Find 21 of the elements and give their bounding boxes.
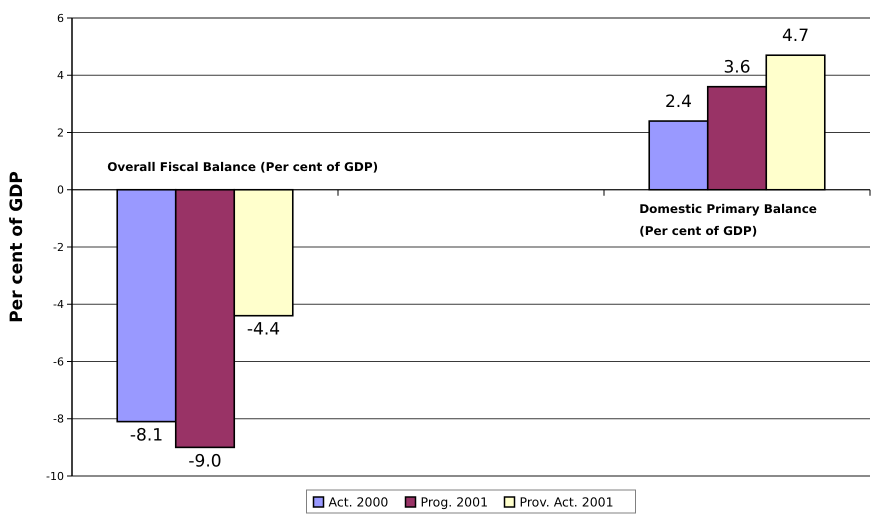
y-tick-label: 2: [57, 126, 64, 140]
legend-label: Prog. 2001: [420, 494, 488, 510]
legend-label: Act. 2000: [328, 494, 388, 510]
y-tick-label: 6: [57, 12, 64, 25]
data-label: -9.0: [188, 451, 222, 472]
data-label: -8.1: [130, 426, 164, 446]
legend-label: Prov. Act. 2001: [520, 494, 614, 510]
data-label: 3.6: [723, 58, 751, 78]
data-label: -4.4: [246, 320, 280, 340]
y-tick-label: 4: [57, 69, 64, 82]
data-label: 4.7: [782, 26, 810, 46]
data-label: 2.4: [664, 92, 692, 112]
y-tick-label: -6: [53, 355, 64, 368]
annotation: Overall Fiscal Balance (Per cent of GDP): [107, 160, 378, 174]
annotation: Domestic Primary Balance (Per cent of GDP): [639, 202, 817, 238]
y-tick-label: -8: [53, 412, 64, 426]
y-tick-label: 0: [57, 184, 64, 197]
y-tick-label: -2: [53, 240, 64, 254]
y-tick-label: -4: [53, 298, 64, 312]
y-tick-label: -10: [46, 470, 64, 483]
y-axis-title: Per cent of GDP: [7, 171, 27, 323]
